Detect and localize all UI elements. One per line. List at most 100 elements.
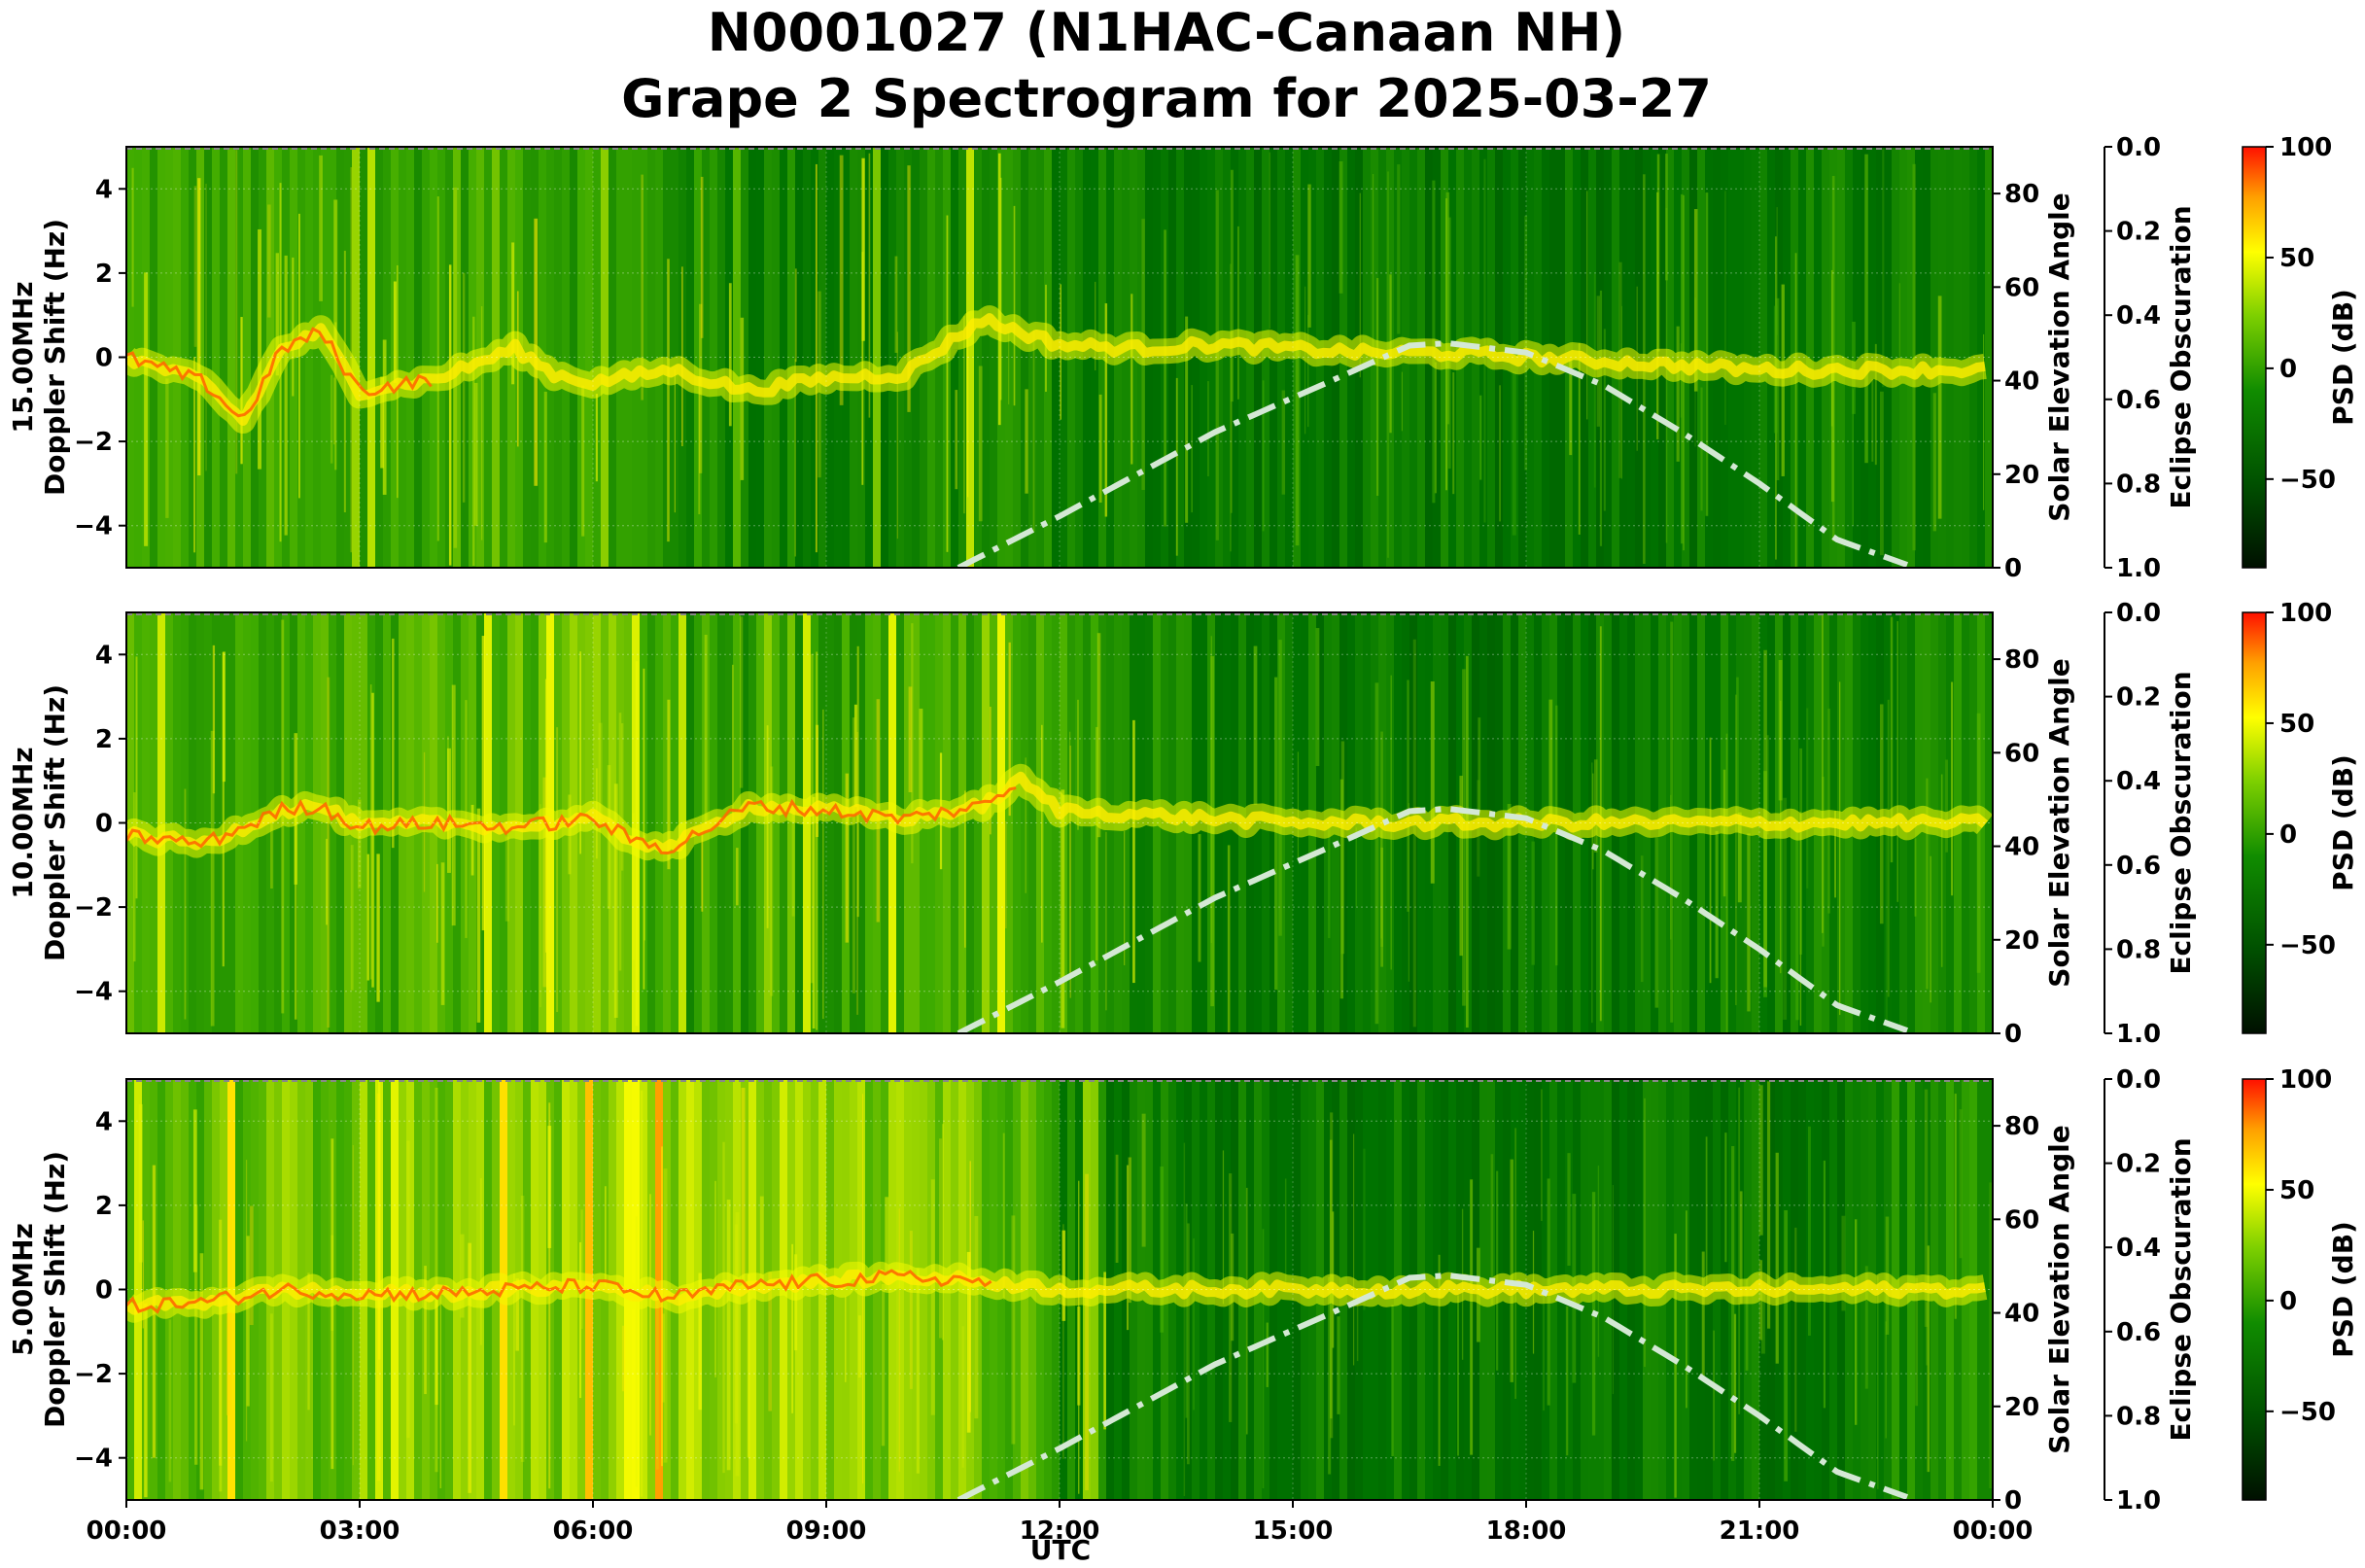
- eclipse-tick-label: 0.0: [2116, 1065, 2161, 1095]
- y-tick-label: 4: [95, 175, 113, 204]
- solar-tick-label: 80: [2004, 1112, 2039, 1141]
- eclipse-tick-label: 1.0: [2116, 1486, 2161, 1516]
- frequency-label: 15.00MHz: [7, 281, 39, 433]
- x-tick-label: 12:00: [1020, 1516, 1100, 1546]
- x-tick-label: 15:00: [1253, 1516, 1334, 1546]
- frequency-label: 5.00MHz: [7, 1223, 39, 1356]
- y-tick-label: 2: [95, 1192, 113, 1221]
- solar-axis-label: Solar Elevation Angle: [2043, 1125, 2075, 1453]
- solar-tick-label: 0: [2004, 554, 2022, 583]
- x-axis: 00:00 03:00 06:00 09:00 12:00 15:00 18:00 21:00…: [87, 1500, 2034, 1546]
- y-tick-label: −2: [74, 428, 113, 457]
- x-axis-label: UTC: [1030, 1534, 1091, 1566]
- colorbar-tick-label: 0: [2279, 1287, 2297, 1316]
- solar-tick-label: 20: [2004, 1393, 2039, 1422]
- y-tick-label: 2: [95, 260, 113, 289]
- eclipse-axis-label: Eclipse Obscuration: [2165, 1137, 2197, 1441]
- eclipse-tick-label: 0.2: [2116, 683, 2161, 713]
- solar-tick-label: 80: [2004, 645, 2039, 675]
- x-tick-label: 00:00: [87, 1516, 167, 1546]
- spectrogram-heatmap: [126, 1079, 1993, 1500]
- y-tick-label: −4: [74, 1445, 113, 1474]
- colorbar-tick-label: −50: [2279, 931, 2336, 960]
- solar-tick-label: 20: [2004, 926, 2039, 956]
- x-tick-label: 06:00: [553, 1516, 634, 1546]
- solar-tick-label: 60: [2004, 739, 2039, 768]
- eclipse-tick-label: 0.6: [2116, 386, 2161, 415]
- y-tick-label: 4: [95, 641, 113, 670]
- y-tick-label: 0: [95, 810, 113, 839]
- solar-tick-label: 60: [2004, 273, 2039, 302]
- colorbar-tick-label: 50: [2279, 1176, 2314, 1205]
- eclipse-tick-label: 0.8: [2116, 470, 2161, 499]
- x-tick-label: 03:00: [320, 1516, 400, 1546]
- x-tick-label: 18:00: [1486, 1516, 1567, 1546]
- y-tick-label: −2: [74, 1360, 113, 1389]
- y-tick-label: 2: [95, 725, 113, 754]
- panel-15.00MHz: −4 −2 0 2 4 15.00MHz Doppler Shift (Hz) 0 20 40 60…: [7, 133, 2359, 583]
- colorbar-tick-label: 100: [2279, 133, 2332, 162]
- eclipse-tick-label: 0.0: [2116, 133, 2161, 162]
- x-tick-label: 09:00: [786, 1516, 867, 1546]
- eclipse-tick-label: 0.8: [2116, 1402, 2161, 1431]
- eclipse-axis-label: Eclipse Obscuration: [2165, 671, 2197, 974]
- y-axis-label: Doppler Shift (Hz): [39, 1151, 71, 1428]
- solar-tick-label: 40: [2004, 367, 2039, 397]
- solar-elevation-curve: [956, 1272, 1909, 1500]
- y-tick-label: −4: [74, 978, 113, 1007]
- y-tick-label: −4: [74, 512, 113, 541]
- eclipse-tick-label: 0.6: [2116, 852, 2161, 881]
- colorbar-label: PSD (dB): [2327, 754, 2359, 891]
- colorbar-tick-label: 0: [2279, 820, 2297, 850]
- y-tick-label: 0: [95, 344, 113, 373]
- colorbar-tick-label: 50: [2279, 244, 2314, 273]
- x-tick-label: 00:00: [1953, 1516, 2034, 1546]
- y-tick-label: −2: [74, 893, 113, 923]
- eclipse-tick-label: 0.8: [2116, 935, 2161, 964]
- y-tick-label: 4: [95, 1107, 113, 1136]
- eclipse-tick-label: 0.2: [2116, 1150, 2161, 1179]
- solar-elevation-curve: [956, 340, 1909, 568]
- spectrogram-heatmap: [126, 612, 1993, 1033]
- colorbar: [2242, 611, 2267, 1034]
- eclipse-tick-label: 0.2: [2116, 218, 2161, 247]
- solar-tick-label: 0: [2004, 1486, 2022, 1516]
- eclipse-tick-label: 1.0: [2116, 554, 2161, 583]
- colorbar-tick-label: 50: [2279, 710, 2314, 739]
- figure-title-line-1: N0001027 (N1HAC-Canaan NH): [708, 2, 1625, 63]
- doppler-trace: [126, 327, 433, 418]
- y-axis-label: Doppler Shift (Hz): [39, 684, 71, 961]
- solar-tick-label: 40: [2004, 833, 2039, 862]
- colorbar-label: PSD (dB): [2327, 1221, 2359, 1358]
- y-axis-label: Doppler Shift (Hz): [39, 219, 71, 496]
- panel-10.00MHz: −4 −2 0 2 4 10.00MHz Doppler Shift (Hz) 0 20 40 60…: [7, 599, 2359, 1049]
- eclipse-tick-label: 1.0: [2116, 1020, 2161, 1049]
- x-tick-label: 21:00: [1720, 1516, 1800, 1546]
- solar-tick-label: 60: [2004, 1205, 2039, 1235]
- figure-title-line-2: Grape 2 Spectrogram for 2025-03-27: [621, 68, 1712, 129]
- panel-5.00MHz: −4 −2 0 2 4 5.00MHz Doppler Shift (Hz) 0 20 40 60 8…: [7, 1065, 2359, 1516]
- eclipse-axis-label: Eclipse Obscuration: [2165, 205, 2197, 508]
- solar-axis-label: Solar Elevation Angle: [2043, 658, 2075, 987]
- eclipse-tick-label: 0.0: [2116, 599, 2161, 628]
- colorbar: [2242, 146, 2267, 569]
- colorbar-tick-label: −50: [2279, 1398, 2336, 1427]
- colorbar-tick-label: −50: [2279, 466, 2336, 495]
- solar-tick-label: 40: [2004, 1300, 2039, 1329]
- colorbar: [2242, 1078, 2267, 1501]
- colorbar-tick-label: 100: [2279, 599, 2332, 628]
- colorbar-tick-label: 100: [2279, 1065, 2332, 1095]
- solar-elevation-curve: [956, 806, 1909, 1033]
- solar-tick-label: 0: [2004, 1020, 2022, 1049]
- solar-axis-label: Solar Elevation Angle: [2043, 192, 2075, 521]
- colorbar-tick-label: 0: [2279, 355, 2297, 384]
- y-tick-label: 0: [95, 1276, 113, 1306]
- colorbar-label: PSD (dB): [2327, 289, 2359, 426]
- frequency-label: 10.00MHz: [7, 747, 39, 898]
- eclipse-tick-label: 0.4: [2116, 301, 2161, 331]
- spectrogram-heatmap: [126, 147, 1993, 568]
- eclipse-tick-label: 0.4: [2116, 767, 2161, 796]
- doppler-trace: [126, 786, 1017, 855]
